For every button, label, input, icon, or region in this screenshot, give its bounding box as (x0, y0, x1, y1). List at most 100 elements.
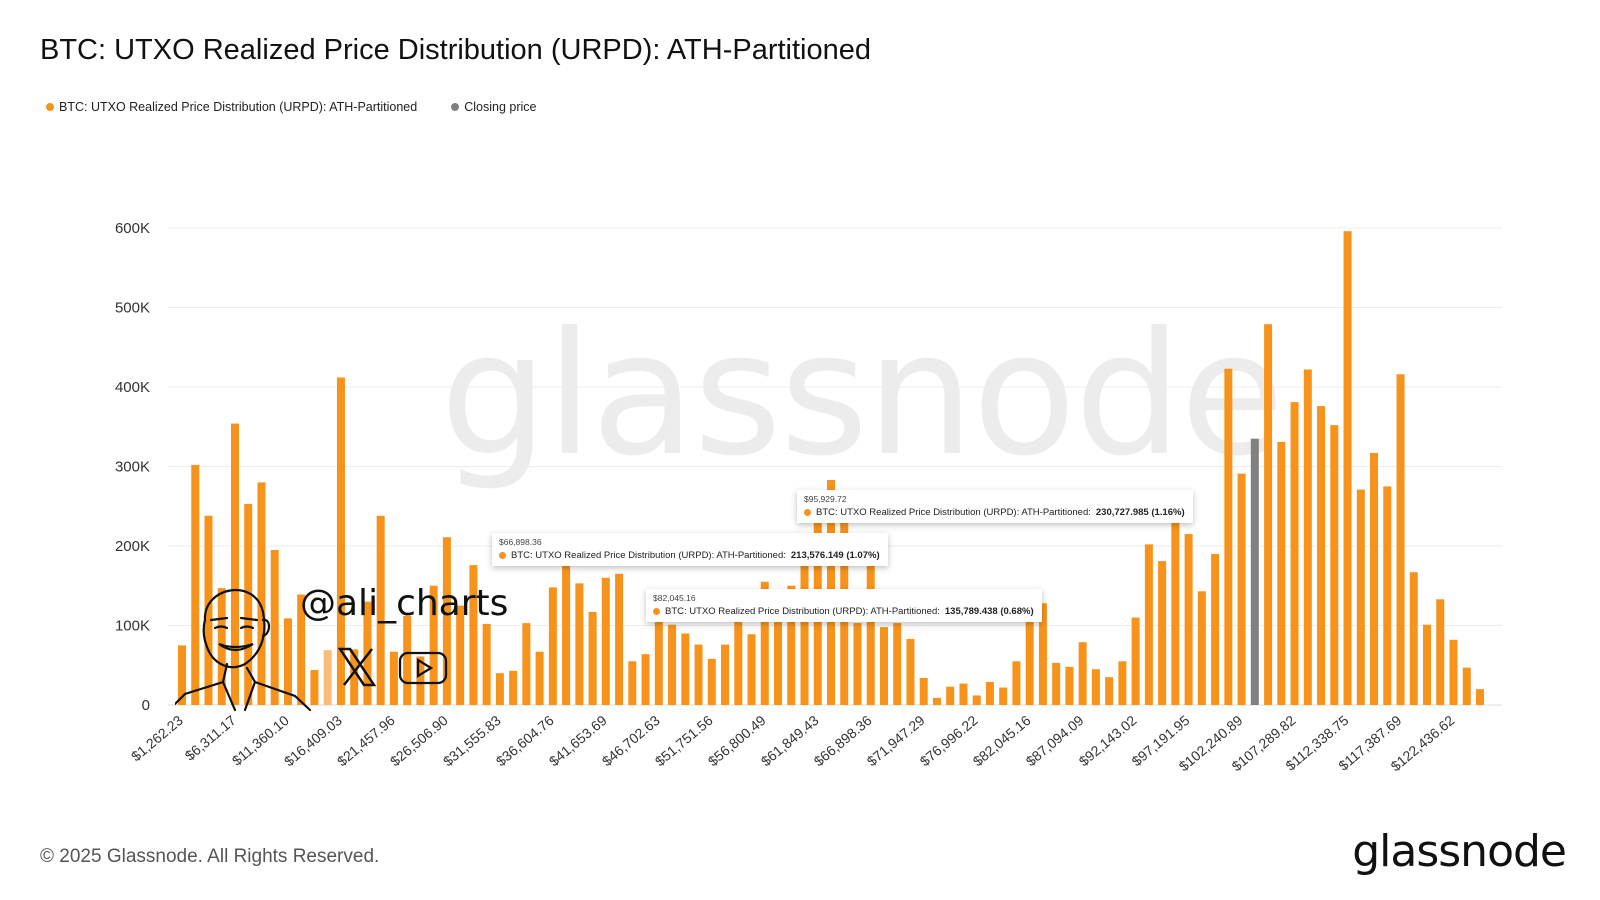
bar[interactable] (694, 644, 703, 705)
bar[interactable] (800, 546, 809, 705)
bar[interactable] (403, 615, 412, 705)
bar[interactable] (1449, 639, 1458, 705)
bar[interactable] (1025, 597, 1034, 705)
bar[interactable] (1038, 603, 1047, 705)
bar[interactable] (787, 585, 796, 705)
bar[interactable] (1409, 572, 1418, 705)
bar[interactable] (985, 681, 994, 705)
bar[interactable] (270, 549, 279, 705)
bar[interactable] (509, 670, 518, 705)
author-handle: @ali_charts (300, 583, 509, 624)
bar[interactable] (230, 423, 239, 705)
bar[interactable] (416, 656, 425, 705)
bar[interactable] (668, 624, 677, 705)
bar[interactable] (1065, 666, 1074, 705)
bar[interactable] (548, 587, 557, 705)
bar[interactable] (1105, 677, 1114, 705)
bar[interactable] (906, 639, 915, 705)
bar[interactable] (1078, 642, 1087, 705)
bar[interactable] (1423, 624, 1432, 705)
bar[interactable] (1224, 368, 1233, 705)
bar[interactable] (654, 613, 663, 705)
bar[interactable] (853, 623, 862, 705)
bar[interactable] (721, 644, 730, 705)
bar[interactable] (774, 593, 783, 705)
bar[interactable] (641, 654, 650, 705)
bar[interactable] (760, 581, 769, 705)
bar[interactable] (1396, 374, 1405, 705)
bar[interactable] (734, 617, 743, 705)
bar[interactable] (932, 697, 941, 705)
bar[interactable] (257, 482, 266, 705)
bar[interactable] (681, 633, 690, 705)
bar[interactable] (1052, 662, 1061, 705)
bar[interactable] (1144, 544, 1153, 705)
bar[interactable] (1317, 406, 1326, 705)
y-tick-label: 300K (115, 459, 150, 476)
bar[interactable] (442, 537, 451, 705)
bar[interactable] (204, 515, 213, 705)
bar[interactable] (1091, 669, 1100, 705)
bar[interactable] (1118, 661, 1127, 705)
bar[interactable] (482, 623, 491, 705)
bar[interactable] (628, 661, 637, 705)
bar[interactable] (919, 677, 928, 705)
bar[interactable] (562, 560, 571, 705)
bar[interactable] (310, 670, 319, 705)
bar[interactable] (469, 565, 478, 705)
bar[interactable] (1184, 534, 1193, 705)
bar[interactable] (946, 686, 955, 705)
bar[interactable] (601, 577, 610, 705)
bar[interactable] (1303, 369, 1312, 705)
bar[interactable] (879, 627, 888, 705)
bar[interactable] (495, 673, 504, 705)
bar[interactable] (178, 645, 186, 705)
bar[interactable] (1330, 425, 1339, 705)
closing-price-bar[interactable] (1250, 438, 1259, 705)
bar[interactable] (350, 649, 359, 705)
bar[interactable] (747, 634, 756, 705)
bar[interactable] (959, 683, 968, 705)
bar[interactable] (336, 377, 345, 705)
bar[interactable] (1356, 489, 1365, 705)
bar[interactable] (535, 651, 544, 705)
bar[interactable] (456, 605, 465, 705)
bar[interactable] (376, 515, 385, 705)
bar[interactable] (1158, 561, 1167, 705)
legend-item-urpd[interactable]: BTC: UTXO Realized Price Distribution (U… (46, 100, 417, 114)
bar[interactable] (999, 687, 1008, 705)
bar[interactable] (1343, 231, 1352, 705)
bar[interactable] (893, 623, 902, 705)
bar[interactable] (389, 651, 398, 705)
bar[interactable] (575, 583, 584, 705)
bar[interactable] (1211, 553, 1220, 705)
series-dot-icon (499, 552, 506, 559)
bar[interactable] (522, 623, 531, 705)
bar[interactable] (1264, 324, 1273, 705)
bar[interactable] (1436, 599, 1445, 705)
bar[interactable] (1171, 521, 1180, 705)
bar[interactable] (323, 650, 332, 705)
bar[interactable] (1476, 689, 1484, 705)
legend-dot-icon (46, 103, 54, 111)
bar[interactable] (1012, 661, 1021, 705)
bar[interactable] (588, 611, 597, 705)
bar[interactable] (1462, 667, 1471, 705)
bar[interactable] (283, 618, 292, 705)
bar[interactable] (615, 573, 624, 705)
bar[interactable] (1290, 402, 1299, 705)
bar[interactable] (1277, 441, 1286, 705)
bar[interactable] (972, 695, 981, 705)
bar[interactable] (707, 658, 716, 705)
bar[interactable] (429, 585, 438, 705)
bar[interactable] (191, 464, 200, 705)
bar[interactable] (1131, 617, 1140, 705)
tooltip-price: $82,045.16 (653, 593, 696, 603)
bar[interactable] (1383, 486, 1392, 705)
legend-item-closing-price[interactable]: Closing price (451, 100, 536, 114)
bar[interactable] (1197, 591, 1206, 705)
bar[interactable] (244, 503, 253, 705)
bar[interactable] (297, 594, 306, 705)
bar[interactable] (1370, 452, 1379, 705)
bar[interactable] (1237, 473, 1246, 705)
